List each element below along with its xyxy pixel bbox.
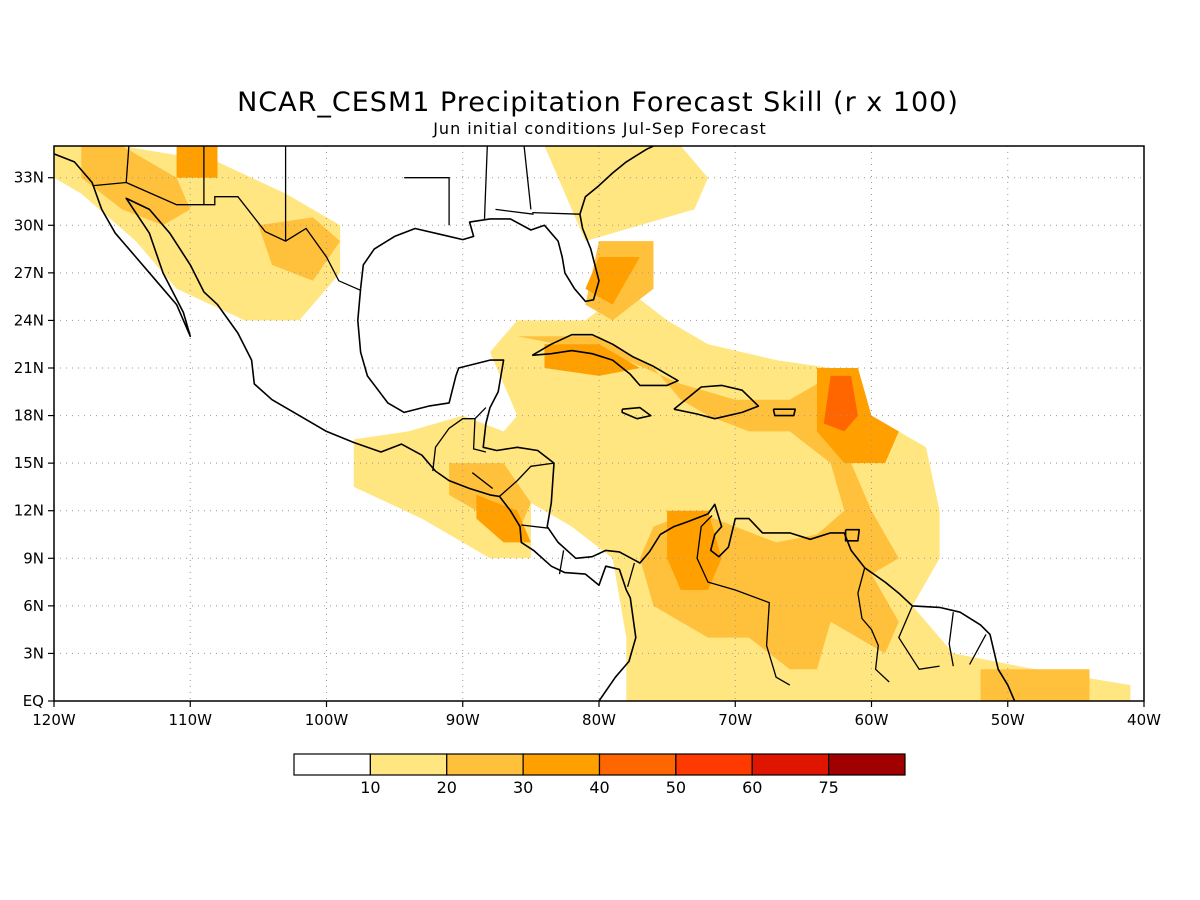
colorbar-swatch-2 [446,753,524,776]
skill-region-30-10 [176,146,218,178]
border-20 [125,146,130,183]
colorbar-label: 75 [818,778,838,797]
pacific-coastline [54,153,637,701]
skill-region-30-12 [544,344,640,376]
y-tick-label: 9N [23,549,44,567]
skill-region-30-15 [476,494,531,543]
colorbar-swatch-4 [598,753,677,776]
skill-region-20-9 [980,669,1090,701]
colorbar-label: 30 [513,778,533,797]
colorbar-swatch-6 [751,753,830,776]
x-axis-ticks: 120W 110W 100W 90W 80W 70W 60W 50W 40W [32,701,1161,729]
border-2 [472,418,487,453]
skill-region-20-5 [258,217,341,281]
skill-region-10-2 [490,288,1131,701]
skill-region-40-16 [823,375,858,432]
colorbar-swatch-1 [369,753,448,776]
y-tick-label: 33N [14,169,44,187]
colorbar-swatch-0 [293,753,371,776]
colorbar-label: 40 [589,778,609,797]
border-3 [471,472,494,490]
colorbar-label: 60 [742,778,762,797]
border-11 [948,612,954,667]
grid-lines [54,146,1144,701]
x-tick-label: 100W [305,711,349,729]
y-tick-label: 24N [14,311,44,329]
skill-region-20-7 [517,336,899,670]
y-tick-label: 6N [23,597,44,615]
y-tick-label: 27N [14,264,44,282]
y-tick-label: 21N [14,359,44,377]
colorbar-swatch-3 [522,753,601,776]
skill-region-30-14 [667,510,722,590]
x-tick-label: 60W [855,711,889,729]
colorbar: 10 20 30 40 50 60 75 [293,753,906,797]
border-12 [969,634,987,665]
y-tick-label: 15N [14,454,44,472]
border-4 [499,462,555,497]
skill-shading-layer [54,146,1131,701]
skill-region-10-1 [544,146,708,242]
jamaica-outline [621,406,652,420]
border-1 [432,407,487,472]
border-8 [696,515,791,686]
skill-region-20-4 [81,146,191,226]
x-tick-label: 80W [582,711,616,729]
border-7 [626,562,636,587]
border-6 [558,550,565,575]
y-tick-label: 12N [14,502,44,520]
colorbar-label: 20 [437,778,457,797]
x-tick-label: 110W [169,711,213,729]
x-tick-label: 90W [446,711,480,729]
colorbar-swatch-5 [675,753,753,776]
caribbean-coastline [356,288,1016,701]
border-13 [404,177,450,226]
chart-subtitle: Jun initial conditions Jul-Sep Forecast [432,119,767,138]
border-9 [857,567,890,683]
x-tick-label: 40W [1127,711,1161,729]
colorbar-label: 50 [666,778,686,797]
border-14 [483,146,488,219]
border-17 [532,211,580,215]
y-axis-ticks: EQ 3N 6N 9N 12N 15N 18N 21N 24N 27N 30N 33N [14,169,54,710]
puertorico-outline [772,408,797,417]
y-tick-label: EQ [23,692,44,710]
y-tick-label: 18N [14,407,44,425]
x-tick-label: 120W [32,711,76,729]
trinidad-outline [844,528,861,542]
y-tick-label: 30N [14,216,44,234]
hispaniola-outline [673,384,760,420]
border-10 [898,605,940,671]
coastline-layer [54,146,1016,701]
border-5 [521,524,549,529]
border-0 [93,181,361,291]
border-15 [523,146,532,210]
chart-title: NCAR_CESM1 Precipitation Forecast Skill … [237,87,959,118]
x-tick-label: 50W [991,711,1025,729]
y-tick-label: 3N [23,644,44,662]
colorbar-swatch-7 [828,753,906,776]
border-16 [495,208,534,215]
gulf-coastline [359,146,654,303]
x-tick-label: 70W [718,711,752,729]
skill-region-30-11 [585,257,640,305]
colorbar-label: 10 [360,778,380,797]
cuba-outline [531,333,679,387]
